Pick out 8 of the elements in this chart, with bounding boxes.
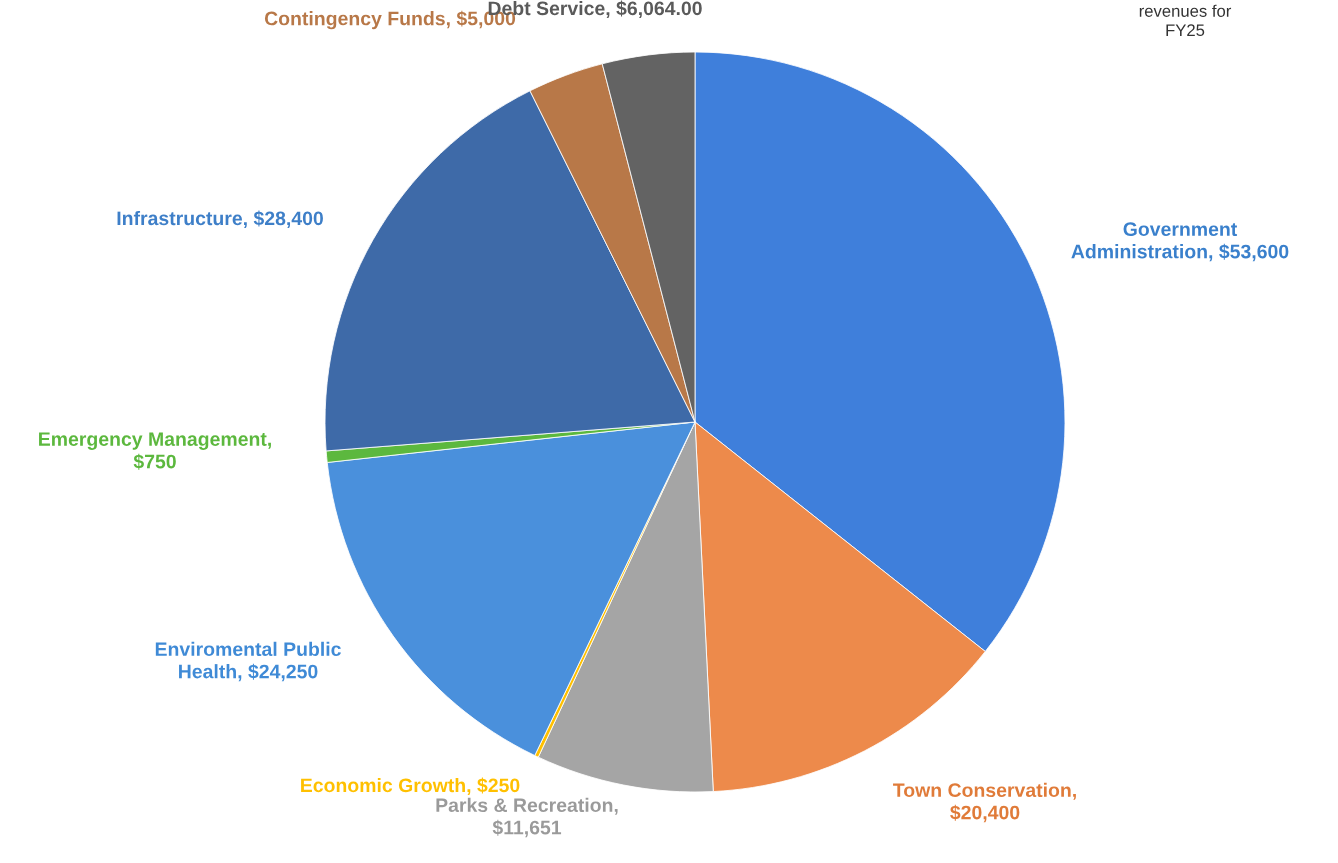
slice-label: Infrastructure, $28,400 xyxy=(117,210,323,229)
text: revenues for FY25 xyxy=(1139,4,1232,37)
slice-label: Government Administration, $53,600 xyxy=(1071,222,1289,262)
slice-label: Emergency Management, $750 xyxy=(39,432,271,470)
slice-label: Enviromental Public Health, $24,250 xyxy=(155,641,341,682)
slice-label: Town Conservation, $20,400 xyxy=(893,782,1076,823)
slice-label: Parks & Recreation, $11,651 xyxy=(436,797,618,838)
slice-label: Economic Growth, $250 xyxy=(301,777,520,796)
